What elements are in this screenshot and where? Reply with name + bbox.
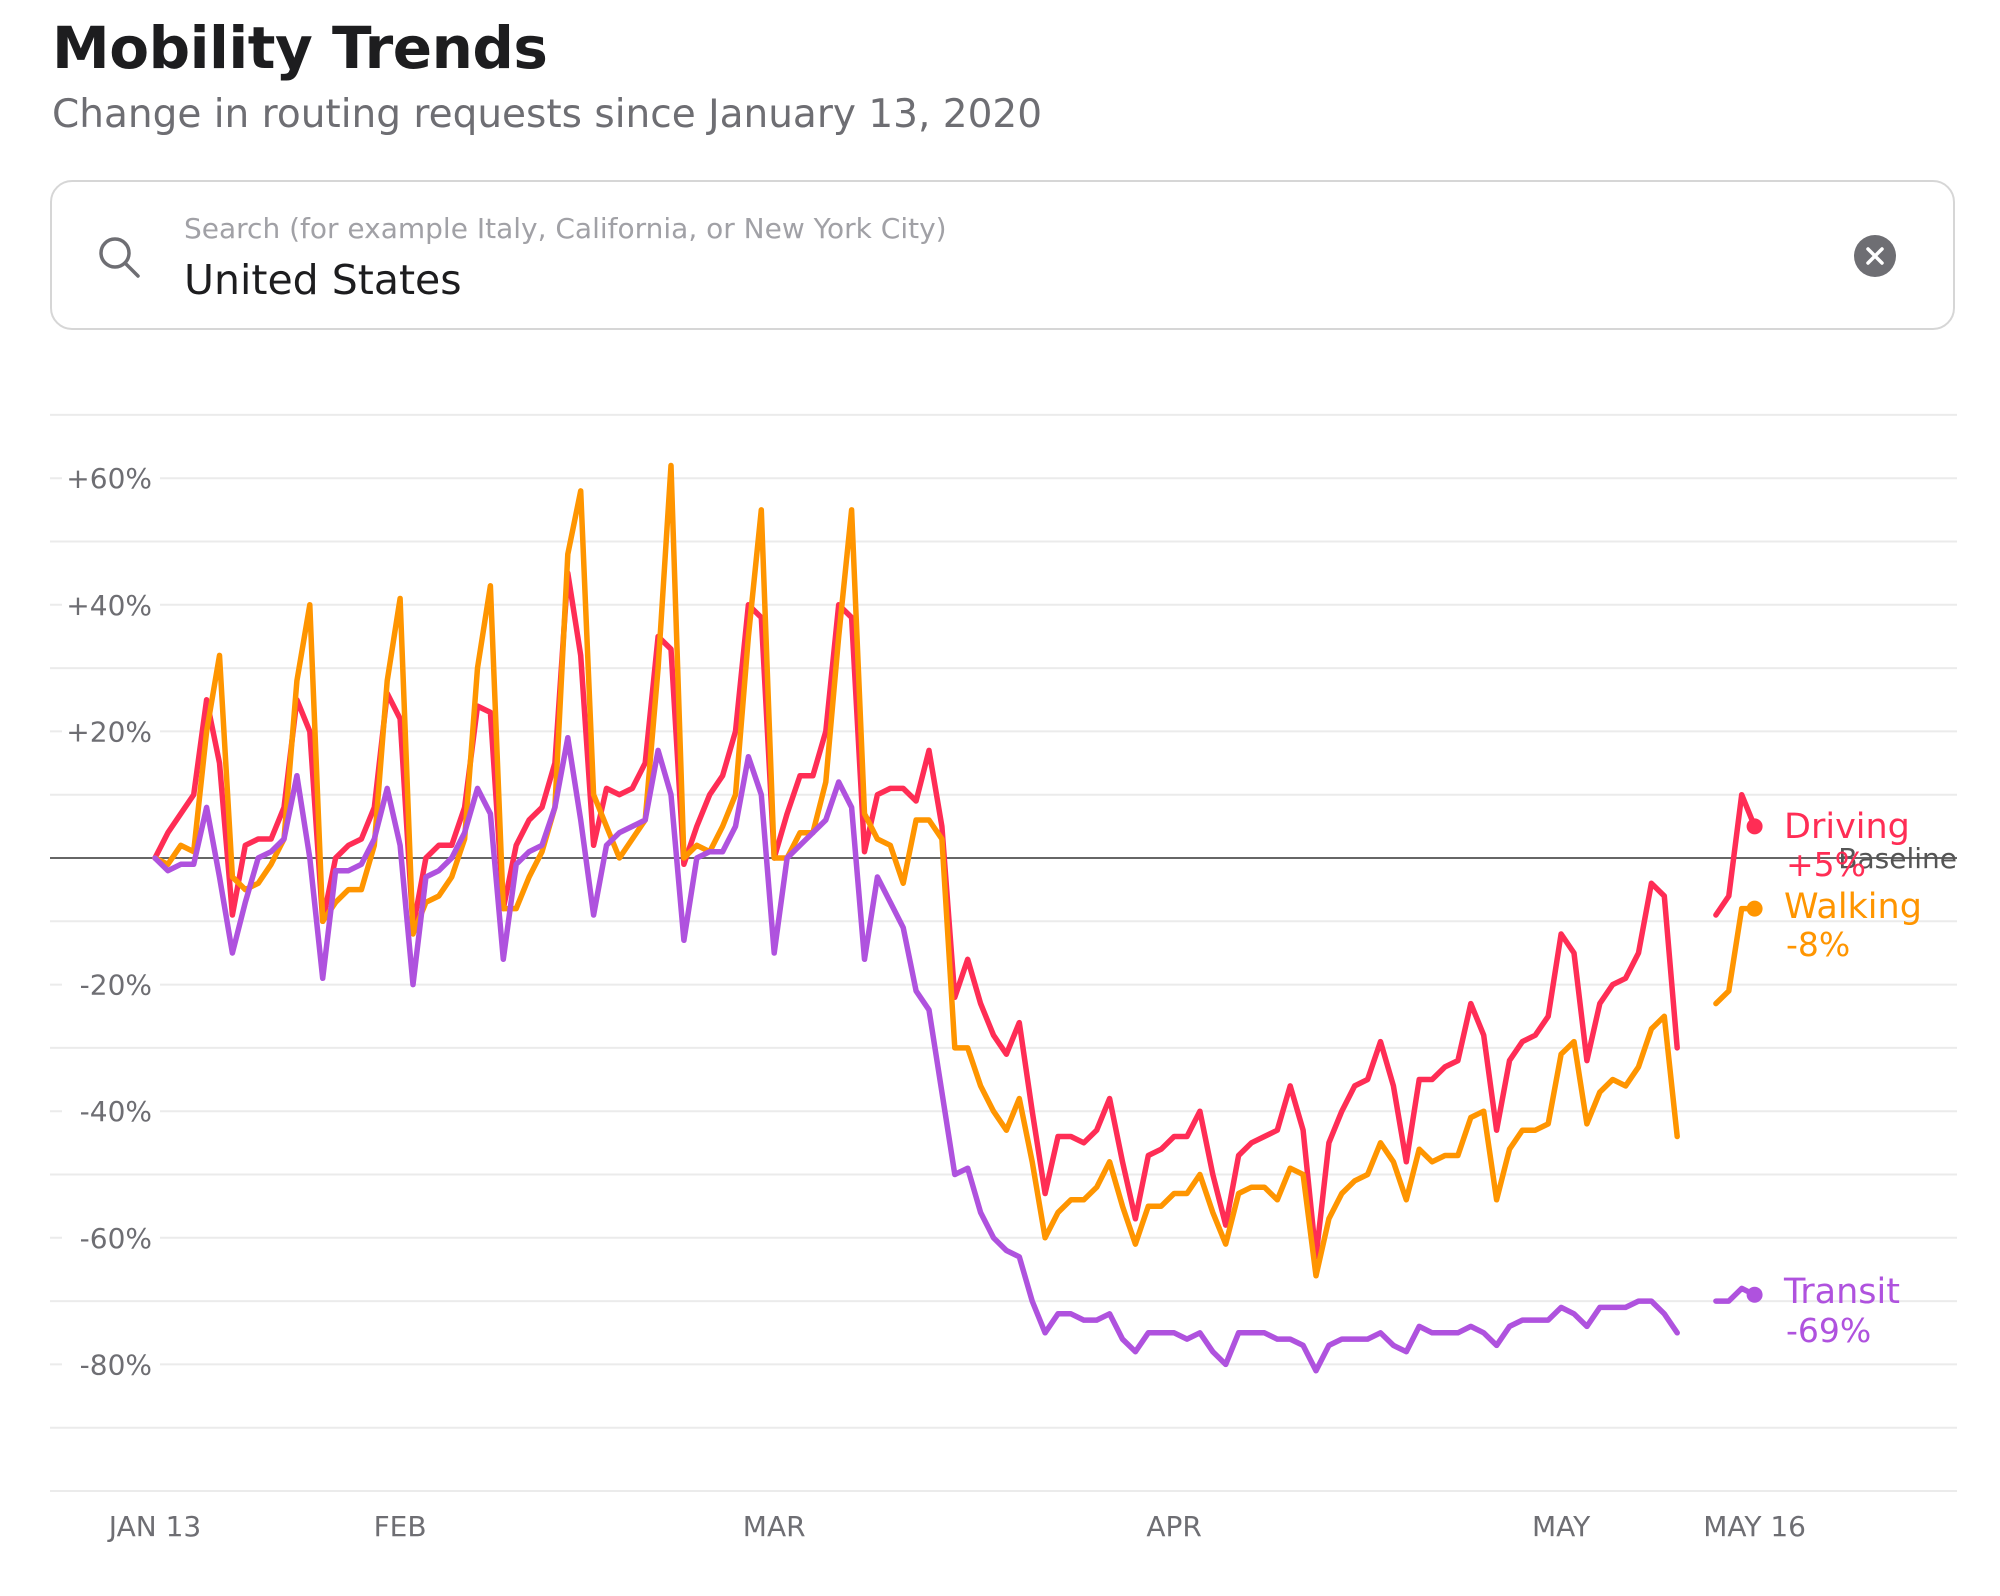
series-label-transit: Transit — [1783, 1272, 1900, 1312]
y-tick-label: -20% — [80, 969, 152, 1002]
search-box[interactable]: Search (for example Italy, California, o… — [50, 180, 1955, 330]
x-tick-label: MAR — [743, 1510, 806, 1543]
x-tick-label: JAN 13 — [107, 1510, 201, 1543]
y-tick-label: -80% — [80, 1348, 152, 1381]
series-line-driving — [152, 570, 1758, 1260]
search-icon — [99, 237, 140, 278]
y-tick-label: -40% — [80, 1095, 152, 1128]
y-tick-bg — [62, 1346, 160, 1383]
x-tick-label: FEB — [374, 1510, 427, 1543]
x-tick-label: APR — [1146, 1510, 1202, 1543]
y-tick-label: +60% — [66, 462, 152, 495]
x-tick-label: MAY — [1532, 1510, 1591, 1543]
y-tick-bg — [62, 586, 160, 623]
page-title: Mobility Trends — [52, 14, 548, 82]
x-tick-label: MAY 16 — [1703, 1510, 1806, 1543]
series-end-point-transit — [1746, 1286, 1763, 1303]
search-input[interactable] — [184, 256, 1684, 304]
y-tick-bg — [62, 1093, 160, 1130]
series-label-walking: Walking — [1784, 887, 1922, 927]
y-tick-bg — [62, 460, 160, 497]
y-tick-bg — [62, 1219, 160, 1256]
y-tick-bg — [62, 713, 160, 750]
series-end-point-walking — [1746, 900, 1763, 917]
series-line-walking — [152, 462, 1758, 1279]
series-value-transit: -69% — [1786, 1311, 1871, 1350]
baseline-label: Baseline — [1838, 842, 1957, 875]
y-tick-bg — [62, 966, 160, 1003]
y-tick-label: +20% — [66, 715, 152, 748]
clear-circle-icon[interactable] — [1853, 234, 1897, 278]
y-tick-label: +40% — [66, 589, 152, 622]
series-value-walking: -8% — [1786, 925, 1850, 964]
series-value-driving: +5% — [1786, 845, 1866, 884]
page-subtitle: Change in routing requests since January… — [52, 92, 1043, 137]
y-tick-label: -60% — [80, 1222, 152, 1255]
series-label-driving: Driving — [1784, 807, 1910, 847]
series-end-point-driving — [1746, 818, 1763, 835]
search-placeholder: Search (for example Italy, California, o… — [184, 212, 947, 245]
